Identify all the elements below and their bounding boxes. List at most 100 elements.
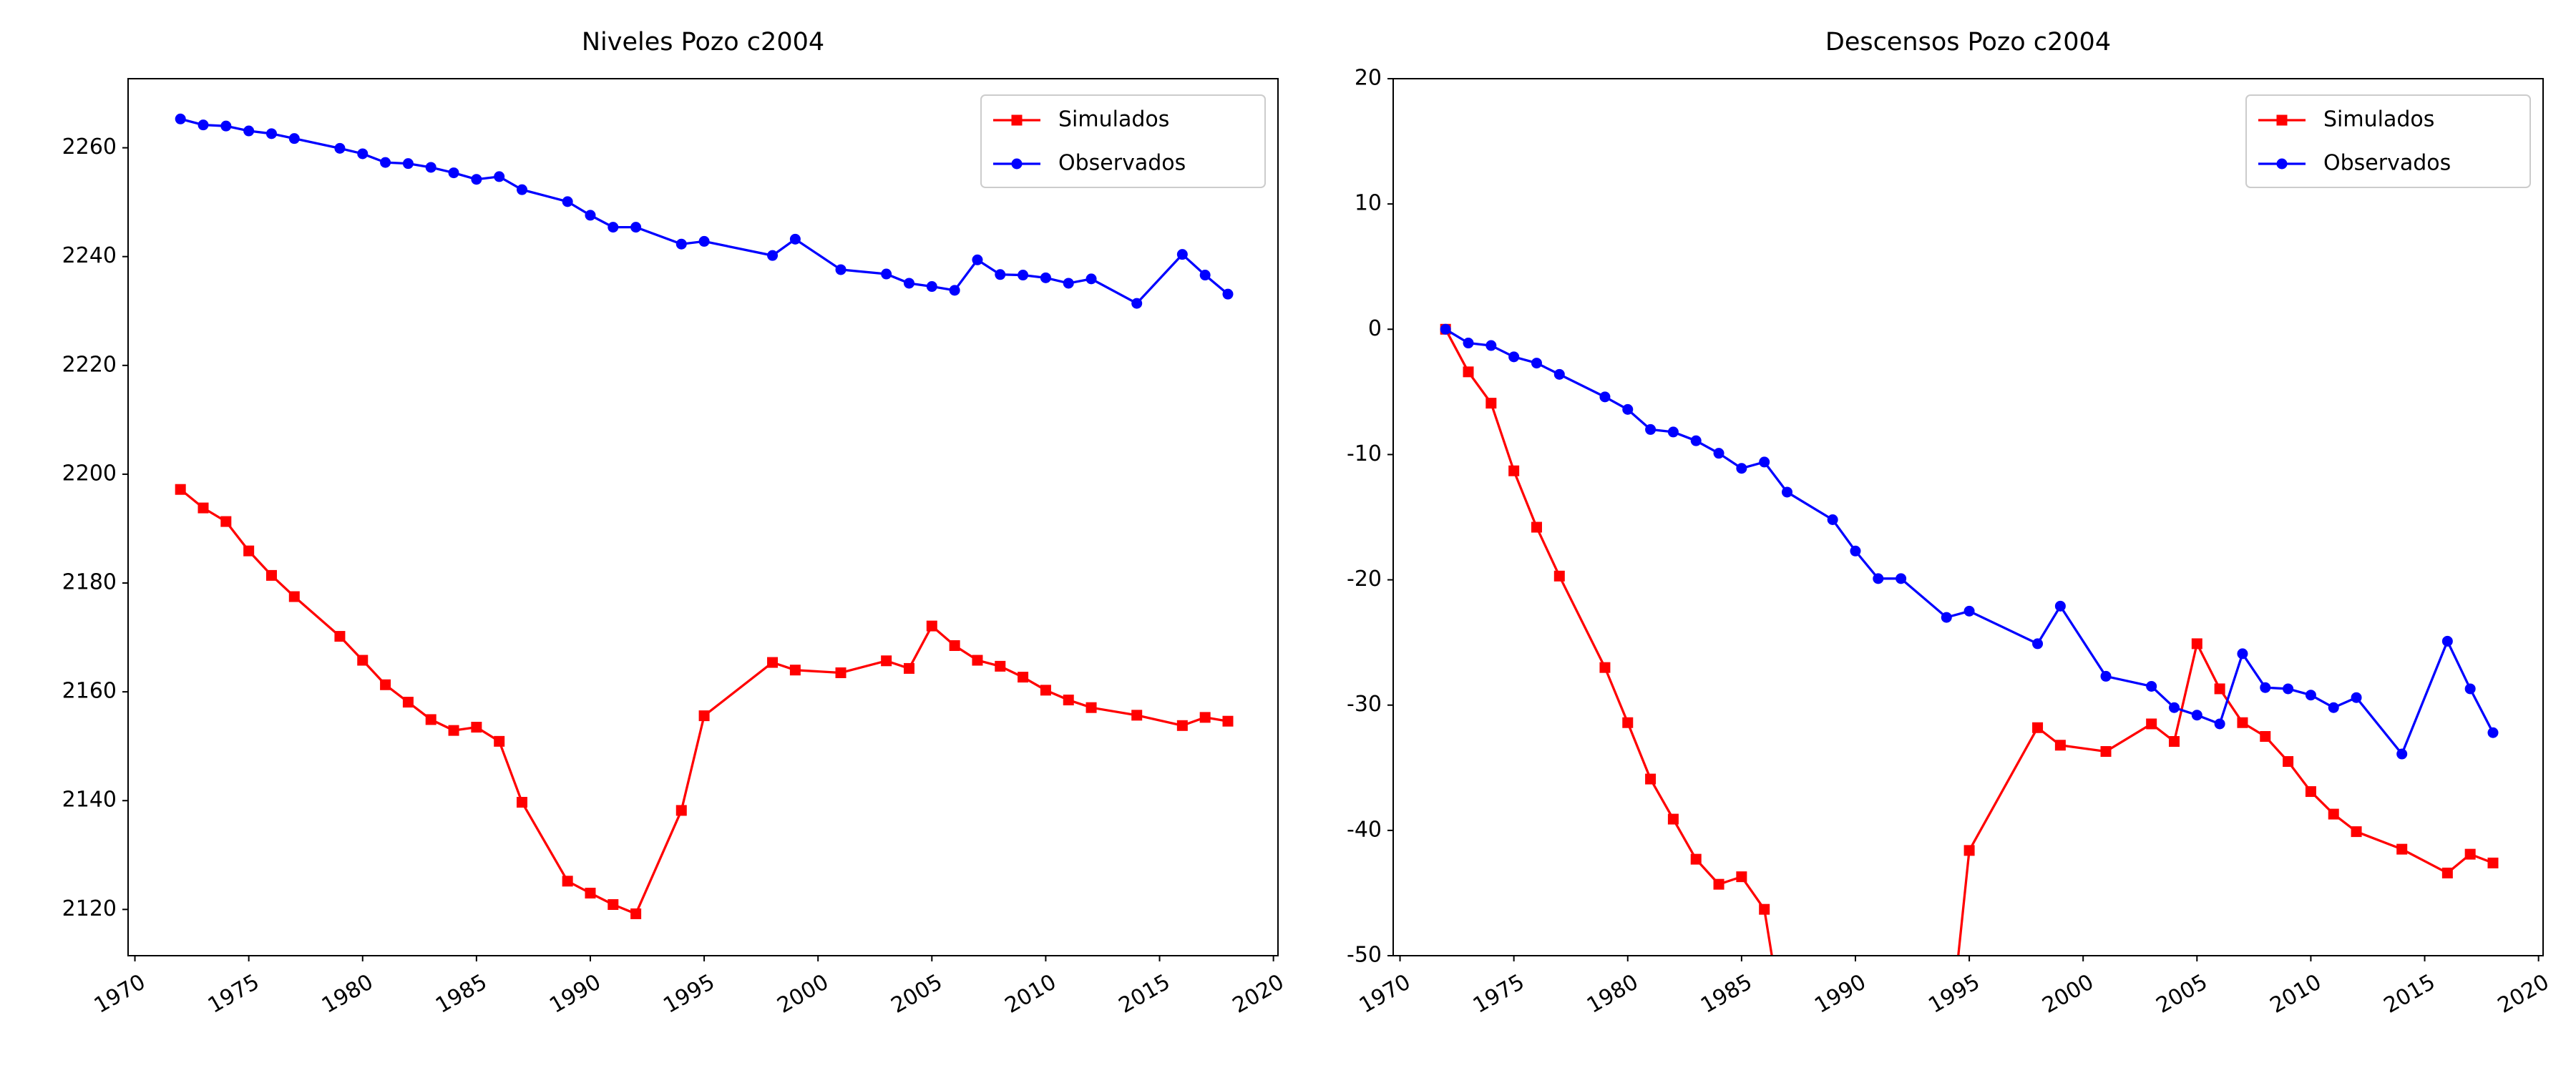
marker (1485, 340, 1497, 351)
marker (881, 268, 892, 280)
marker (1622, 717, 1634, 728)
marker (175, 484, 186, 495)
marker (1085, 702, 1097, 713)
marker (2487, 857, 2499, 868)
marker (1040, 685, 1051, 696)
y-tick-label: 2160 (62, 679, 117, 704)
y-tick-label: -20 (1347, 567, 1382, 592)
marker (995, 269, 1006, 280)
x-tick-label: 2015 (1115, 969, 1175, 1018)
marker (675, 805, 687, 816)
marker (1667, 813, 1679, 825)
marker (608, 899, 619, 911)
plot-area (175, 113, 1234, 919)
marker (1553, 368, 1565, 380)
marker (2464, 683, 2476, 695)
marker (471, 722, 482, 733)
marker (517, 184, 528, 195)
marker (2276, 158, 2288, 170)
marker (2191, 710, 2202, 721)
marker (1941, 612, 1952, 623)
marker (1440, 323, 1451, 335)
marker (585, 210, 596, 221)
marker (197, 502, 209, 514)
y-tick-label: 2200 (62, 461, 117, 486)
marker (1222, 288, 1234, 300)
marker (995, 660, 1006, 672)
marker (2054, 740, 2066, 751)
marker (2464, 848, 2476, 860)
y-tick-label: 2120 (62, 896, 117, 921)
marker (675, 238, 687, 250)
legend-label: Observados (2323, 151, 2451, 176)
x-tick-label: 2020 (2494, 969, 2554, 1018)
y-tick-label: 2240 (62, 243, 117, 268)
marker (243, 545, 255, 557)
x-tick-label: 1995 (659, 969, 719, 1018)
marker (334, 631, 346, 642)
marker (1485, 398, 1497, 409)
marker (2351, 692, 2362, 703)
axes-frame (127, 78, 1279, 956)
marker (380, 679, 391, 690)
marker (2328, 808, 2339, 820)
marker (789, 665, 801, 676)
y-tick-label: 2140 (62, 788, 117, 813)
marker (494, 171, 505, 182)
marker (1176, 720, 1188, 731)
marker (2191, 638, 2202, 650)
marker (1896, 573, 1907, 584)
marker (1040, 272, 1051, 283)
marker (1645, 423, 1657, 435)
x-tick-label: 1985 (431, 969, 492, 1018)
marker (835, 264, 847, 275)
marker (630, 908, 642, 919)
x-tick-label: 2020 (1229, 969, 1289, 1018)
chart-title: Descensos Pozo c2004 (1825, 28, 2111, 57)
x-tick-label: 2000 (2038, 969, 2098, 1018)
marker (1222, 715, 1234, 727)
marker (1782, 486, 1793, 498)
marker (2146, 718, 2157, 730)
x-tick-label: 1990 (1810, 969, 1870, 1018)
legend-box (2245, 94, 2531, 188)
marker (1131, 298, 1143, 309)
marker (562, 196, 573, 207)
x-tick-label: 2005 (887, 969, 947, 1018)
marker (1622, 403, 1634, 415)
marker (1827, 514, 1838, 526)
chart: Niveles Pozo c2004 2120 2140 2160 2180 2200 22… (62, 28, 1289, 1019)
marker (2214, 718, 2225, 730)
marker (2237, 717, 2248, 728)
marker (2396, 843, 2408, 855)
marker (2305, 690, 2316, 701)
marker (881, 655, 892, 667)
marker (197, 119, 209, 131)
marker (2283, 756, 2294, 768)
chart: Descensos Pozo c2004 -50 -40 -30 -20 -10 0 10 20… (1347, 28, 2554, 1019)
plot-area (1440, 323, 2499, 956)
marker (265, 569, 277, 581)
marker (1463, 366, 1474, 378)
marker (2214, 683, 2225, 695)
marker (2441, 635, 2453, 647)
marker (1690, 853, 1702, 865)
marker (1199, 270, 1211, 281)
marker (1690, 435, 1702, 446)
marker (767, 250, 779, 261)
marker (2487, 727, 2499, 738)
marker (1963, 845, 1975, 856)
y-tick-label: -40 (1347, 817, 1382, 842)
marker (698, 235, 710, 247)
marker (1018, 672, 1029, 683)
marker (425, 162, 436, 173)
marker (949, 640, 960, 651)
marker (2441, 867, 2453, 878)
marker (265, 128, 277, 139)
marker (767, 657, 779, 668)
y-tick-label: -10 (1347, 441, 1382, 466)
marker (1736, 463, 1747, 474)
marker (471, 174, 482, 185)
marker (1131, 710, 1143, 721)
